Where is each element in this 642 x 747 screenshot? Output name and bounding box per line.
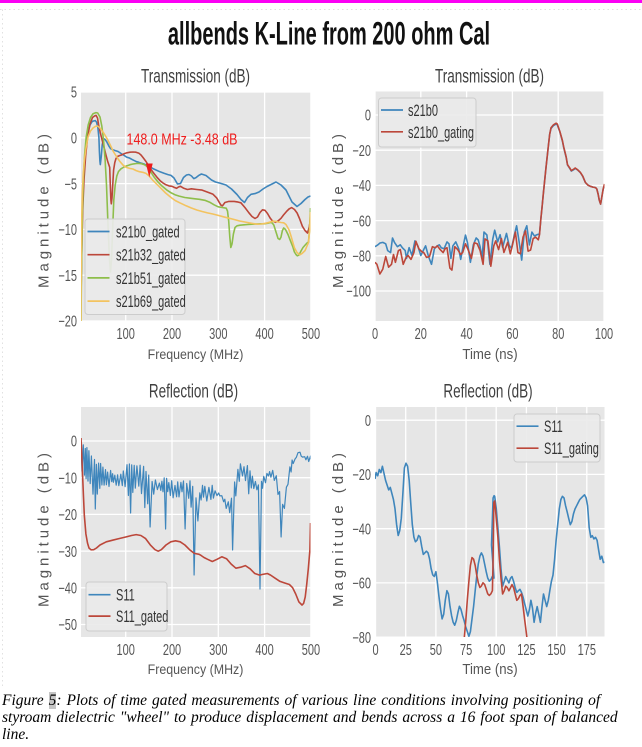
svg-text:100: 100 <box>117 325 136 342</box>
svg-text:−100: −100 <box>346 283 371 300</box>
svg-text:100: 100 <box>487 641 506 658</box>
svg-text:−40: −40 <box>352 177 371 194</box>
svg-text:200: 200 <box>163 325 182 342</box>
svg-text:−10: −10 <box>58 221 77 238</box>
svg-text:0: 0 <box>71 130 77 147</box>
svg-text:s21b69_gated: s21b69_gated <box>116 292 186 311</box>
svg-text:100: 100 <box>117 641 136 658</box>
svg-text:−30: −30 <box>58 543 77 560</box>
svg-text:400: 400 <box>255 641 274 658</box>
svg-text:Transmission (dB): Transmission (dB) <box>141 65 250 87</box>
svg-text:150: 150 <box>547 641 566 658</box>
svg-text:S11: S11 <box>116 585 135 604</box>
svg-text:75: 75 <box>460 641 472 658</box>
svg-text:S11: S11 <box>544 417 563 436</box>
svg-text:−20: −20 <box>58 313 77 330</box>
svg-text:Time (ns): Time (ns) <box>462 660 517 677</box>
svg-text:Reflection (dB): Reflection (dB) <box>149 380 238 402</box>
svg-text:400: 400 <box>255 325 274 342</box>
svg-text:−80: −80 <box>352 248 371 265</box>
svg-text:allbends K-Line from 200 ohm C: allbends K-Line from 200 ohm Cal <box>168 16 490 52</box>
svg-text:500: 500 <box>302 325 321 342</box>
svg-text:−20: −20 <box>352 142 371 159</box>
svg-text:300: 300 <box>209 325 228 342</box>
svg-text:Transmission (dB): Transmission (dB) <box>435 65 544 87</box>
svg-text:25: 25 <box>400 641 412 658</box>
svg-text:5: 5 <box>71 84 77 101</box>
svg-text:0: 0 <box>71 433 77 450</box>
svg-text:Magnitude (dB): Magnitude (dB) <box>36 453 53 607</box>
svg-text:148.0 MHz -3.48 dB: 148.0 MHz -3.48 dB <box>127 130 238 148</box>
svg-text:60: 60 <box>506 325 519 342</box>
svg-text:−5: −5 <box>64 175 77 192</box>
svg-text:Reflection (dB): Reflection (dB) <box>443 380 532 402</box>
svg-text:Frequency (MHz): Frequency (MHz) <box>148 661 244 677</box>
svg-text:s21b0_gated: s21b0_gated <box>116 222 180 241</box>
svg-text:s21b32_gated: s21b32_gated <box>116 245 186 264</box>
svg-text:500: 500 <box>302 641 321 658</box>
svg-text:−60: −60 <box>352 212 371 229</box>
svg-text:−40: −40 <box>352 520 371 537</box>
svg-text:0: 0 <box>372 641 378 658</box>
svg-text:0: 0 <box>372 325 378 342</box>
svg-text:−20: −20 <box>352 466 371 483</box>
svg-text:S11_gating: S11_gating <box>544 439 599 458</box>
svg-text:s21b51_gated: s21b51_gated <box>116 269 186 288</box>
svg-text:−10: −10 <box>58 469 77 486</box>
svg-text:Frequency (MHz): Frequency (MHz) <box>148 346 244 362</box>
svg-text:300: 300 <box>209 641 228 658</box>
svg-text:175: 175 <box>578 641 596 658</box>
svg-text:−15: −15 <box>58 267 77 284</box>
svg-text:−60: −60 <box>352 575 371 592</box>
svg-text:20: 20 <box>415 325 428 342</box>
svg-text:s21b0: s21b0 <box>408 101 438 120</box>
svg-text:−40: −40 <box>58 580 77 597</box>
svg-text:Time (ns): Time (ns) <box>462 345 517 362</box>
svg-text:Magnitude (dB): Magnitude (dB) <box>330 453 347 607</box>
svg-text:40: 40 <box>460 325 473 342</box>
svg-text:Magnitude (dB): Magnitude (dB) <box>36 134 53 288</box>
svg-text:−80: −80 <box>352 629 371 646</box>
svg-text:80: 80 <box>552 325 565 342</box>
svg-text:s21b0_gating: s21b0_gating <box>408 123 474 142</box>
svg-text:200: 200 <box>163 641 182 658</box>
svg-text:50: 50 <box>430 641 443 658</box>
svg-text:S11_gated: S11_gated <box>116 607 168 626</box>
svg-text:−20: −20 <box>58 506 77 523</box>
svg-text:0: 0 <box>365 107 371 124</box>
svg-text:−50: −50 <box>58 616 77 633</box>
svg-text:125: 125 <box>517 641 535 658</box>
svg-text:Magnitude (dB): Magnitude (dB) <box>330 134 347 288</box>
svg-text:100: 100 <box>595 325 614 342</box>
svg-text:0: 0 <box>365 412 371 429</box>
